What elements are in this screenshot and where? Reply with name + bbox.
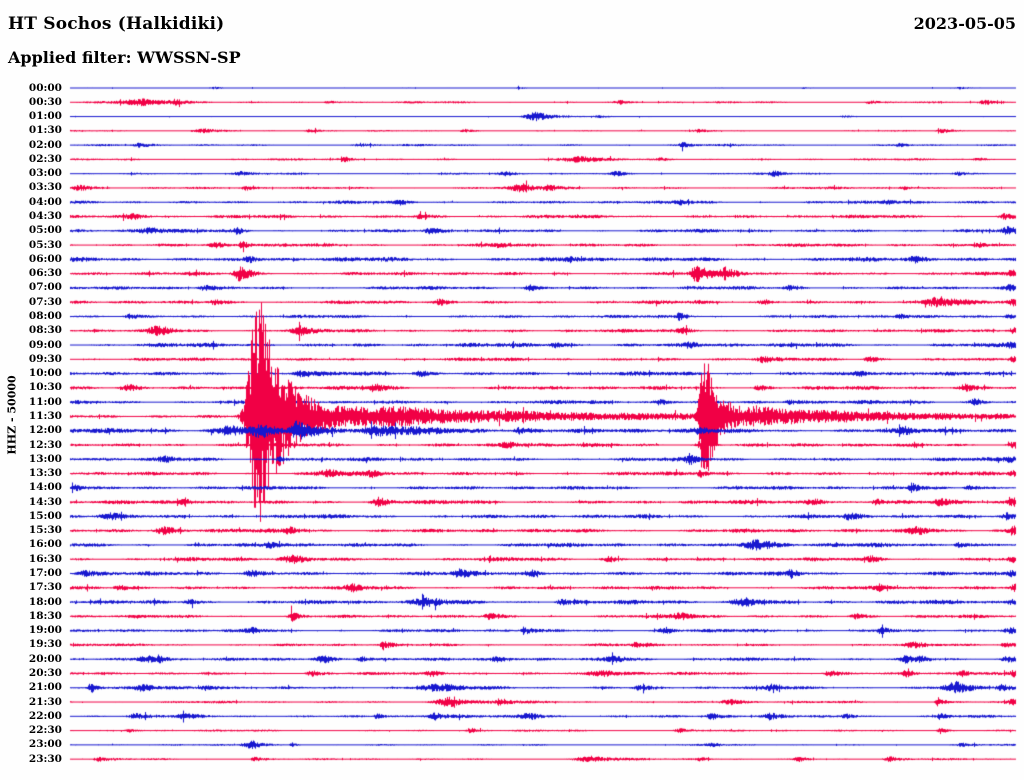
time-label: 16:00: [28, 538, 62, 551]
time-label: 04:30: [28, 210, 62, 223]
station-title: HT Sochos (Halkidiki): [8, 14, 225, 34]
time-label: 20:30: [28, 666, 62, 679]
time-label: 18:00: [28, 595, 62, 608]
time-label: 22:00: [28, 709, 62, 722]
time-label: 18:30: [28, 609, 62, 622]
time-label: 03:00: [28, 167, 62, 180]
time-label: 08:00: [28, 309, 62, 322]
time-label: 15:00: [28, 509, 62, 522]
time-label: 14:30: [28, 495, 62, 508]
time-label: 07:30: [28, 295, 62, 308]
time-label: 17:00: [28, 567, 62, 580]
time-label: 19:30: [28, 638, 62, 651]
time-label: 02:30: [28, 152, 62, 165]
time-label: 11:00: [28, 395, 62, 408]
time-label: 16:30: [28, 552, 62, 565]
time-label: 07:00: [28, 281, 62, 294]
time-label: 19:00: [28, 624, 62, 637]
time-label: 00:30: [28, 95, 62, 108]
report-date: 2023-05-05: [913, 14, 1016, 33]
time-label: 10:00: [28, 367, 62, 380]
time-label: 23:00: [28, 738, 62, 751]
time-label: 06:00: [28, 252, 62, 265]
time-label: 17:30: [28, 581, 62, 594]
time-label: 12:00: [28, 424, 62, 437]
time-label: 09:00: [28, 338, 62, 351]
time-label: 21:00: [28, 681, 62, 694]
time-label: 11:30: [28, 409, 62, 422]
time-label: 23:30: [28, 752, 62, 765]
time-label: 03:30: [28, 181, 62, 194]
time-label: 05:00: [28, 224, 62, 237]
time-label: 13:30: [28, 467, 62, 480]
time-label: 21:30: [28, 695, 62, 708]
time-label: 09:30: [28, 352, 62, 365]
time-label: 01:30: [28, 124, 62, 137]
time-label: 05:30: [28, 238, 62, 251]
time-label: 14:00: [28, 481, 62, 494]
time-label-column: 00:00 00:30 01:00 01:30 02:00 02:30 03:00 03:30…: [0, 0, 62, 780]
time-label: 13:00: [28, 452, 62, 465]
time-label: 22:30: [28, 724, 62, 737]
time-label: 00:00: [28, 81, 62, 94]
time-label: 10:30: [28, 381, 62, 394]
time-label: 20:00: [28, 652, 62, 665]
time-label: 02:00: [28, 138, 62, 151]
time-label: 08:30: [28, 324, 62, 337]
time-label: 15:30: [28, 524, 62, 537]
time-label: 01:00: [28, 110, 62, 123]
time-label: 04:00: [28, 195, 62, 208]
time-label: 06:30: [28, 267, 62, 280]
time-label: 12:30: [28, 438, 62, 451]
filter-label: Applied filter: WWSSN-SP: [8, 48, 241, 67]
